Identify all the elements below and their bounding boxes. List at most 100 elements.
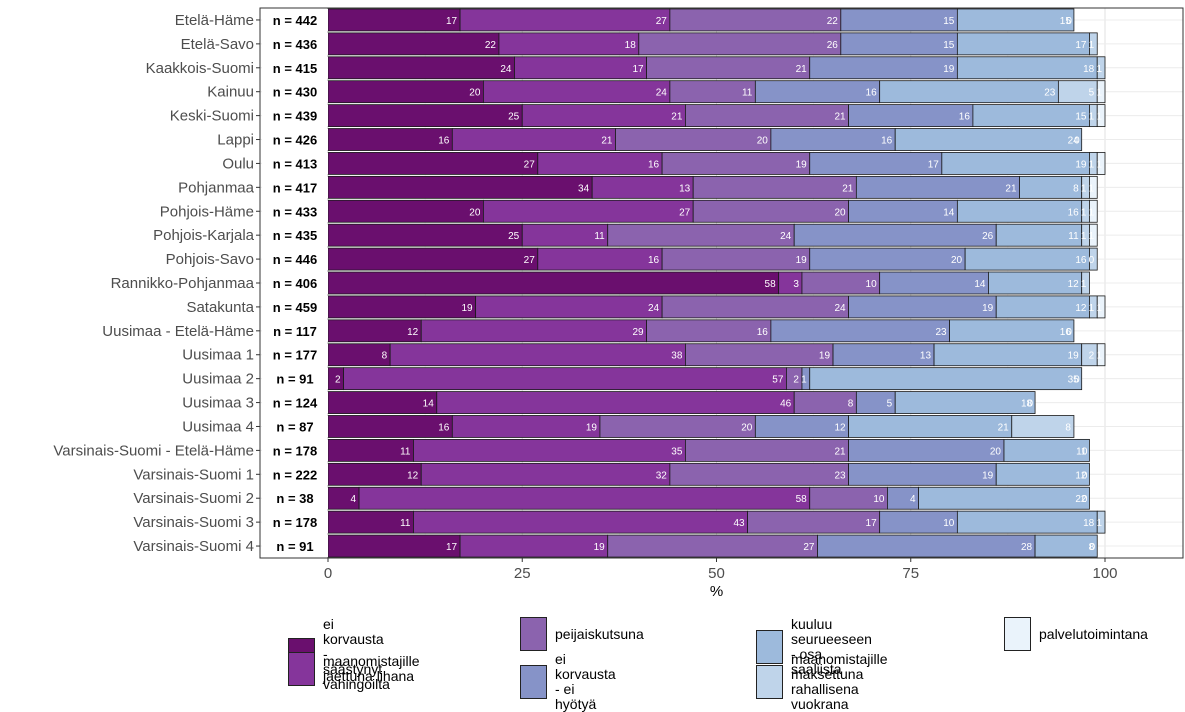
bar-segment xyxy=(1011,415,1075,438)
bar-segment xyxy=(894,391,1036,414)
data-label: 20 xyxy=(469,207,481,218)
n-label-box xyxy=(262,295,328,318)
bar-segment xyxy=(537,152,663,175)
data-label: 1 xyxy=(1089,207,1095,218)
legend-key xyxy=(520,665,547,699)
n-label-box xyxy=(262,463,328,486)
data-label: 1 xyxy=(1096,112,1102,123)
n-label: n = 178 xyxy=(273,515,317,530)
category-label: Uusimaa 2 xyxy=(182,371,254,388)
legend-item: peijaiskutsuna xyxy=(520,617,644,651)
bar-segment xyxy=(413,510,748,534)
bar-segment xyxy=(1003,438,1090,462)
data-label: 1 xyxy=(1096,303,1102,314)
data-label: 0 xyxy=(1082,446,1088,457)
bar-segment xyxy=(537,247,663,271)
data-label: 15 xyxy=(943,40,955,51)
n-label-box xyxy=(262,80,328,103)
data-label: 12 xyxy=(1068,279,1080,290)
category-label: Varsinais-Suomi 4 xyxy=(133,538,254,555)
data-label: 1 xyxy=(1096,159,1102,170)
bar-segment xyxy=(482,80,671,104)
bar-segment xyxy=(1096,152,1106,175)
bar-segment xyxy=(1089,247,1098,271)
bar-segment xyxy=(1089,175,1098,199)
x-tick-label: 75 xyxy=(902,565,919,582)
data-label: 19 xyxy=(796,255,808,266)
data-label: 18 xyxy=(1083,64,1095,75)
bar-segment xyxy=(327,223,523,247)
n-label-box xyxy=(262,56,328,79)
data-label: 21 xyxy=(671,112,683,123)
bar-segment xyxy=(327,271,780,295)
data-label: 8 xyxy=(382,351,388,362)
bar-segment xyxy=(646,319,772,343)
data-label: 17 xyxy=(446,542,458,553)
n-label-box xyxy=(262,343,328,366)
bar-segment xyxy=(327,391,438,414)
legend-key xyxy=(756,665,783,699)
bar-segment xyxy=(591,175,694,199)
n-label-box xyxy=(262,224,328,247)
bar-segment xyxy=(638,32,842,56)
bar-segment xyxy=(327,8,461,32)
category-label: Etelä-Häme xyxy=(175,12,254,29)
data-label: 8 xyxy=(848,399,854,410)
data-label: 15 xyxy=(1075,112,1087,123)
data-label: 21 xyxy=(998,422,1010,433)
data-label: 21 xyxy=(601,136,613,147)
x-tick-label: 100 xyxy=(1092,565,1117,582)
n-label-box xyxy=(262,487,328,510)
bar-segment xyxy=(1096,510,1106,534)
bar-segment xyxy=(848,415,1013,438)
data-label: 17 xyxy=(928,159,940,170)
category-label: Uusimaa 4 xyxy=(182,418,254,435)
bar-segment xyxy=(327,295,477,319)
bar-segment xyxy=(669,8,842,32)
data-label: 19 xyxy=(462,303,474,314)
legend-label: maanomistajille maksettuna rahallisena v… xyxy=(791,651,888,712)
category-label: Kaakkois-Suomi xyxy=(146,60,254,77)
n-label-box xyxy=(262,104,328,127)
data-label: 0 xyxy=(1090,542,1096,553)
data-label: 32 xyxy=(656,470,668,481)
data-label: 20 xyxy=(757,136,769,147)
data-label: 14 xyxy=(423,399,435,410)
data-label: 12 xyxy=(407,470,419,481)
data-label: 21 xyxy=(834,446,846,457)
data-label: 16 xyxy=(438,136,450,147)
bar-segment xyxy=(327,80,484,104)
n-label-box xyxy=(262,439,328,462)
data-label: 16 xyxy=(866,88,878,99)
data-label: 1 xyxy=(1096,351,1102,362)
data-label: 2 xyxy=(335,375,341,386)
bar-segment xyxy=(1096,104,1106,128)
data-label: 1 xyxy=(1089,112,1095,123)
bar-segment xyxy=(599,415,756,438)
data-label: 11 xyxy=(594,231,605,242)
bar-segment xyxy=(964,247,1090,271)
data-label: 19 xyxy=(982,470,994,481)
data-label: 12 xyxy=(1075,303,1087,314)
data-label: 23 xyxy=(834,470,846,481)
n-label-box xyxy=(262,511,328,534)
data-label: 16 xyxy=(959,112,971,123)
bar-segment xyxy=(840,32,958,56)
bar-segment xyxy=(327,534,461,558)
data-label: 1 xyxy=(1089,231,1095,242)
data-label: 29 xyxy=(632,327,644,338)
data-label: 1 xyxy=(1081,231,1087,242)
data-label: 16 xyxy=(1060,327,1072,338)
data-label: 26 xyxy=(827,40,839,51)
bar-segment xyxy=(809,152,943,175)
category-label: Lappi xyxy=(217,132,254,149)
bar-segment xyxy=(817,534,1036,558)
n-label: n = 430 xyxy=(273,85,317,100)
data-label: 0 xyxy=(1082,494,1088,505)
n-label: n = 433 xyxy=(273,204,317,219)
data-label: 27 xyxy=(656,16,668,27)
data-label: 1 xyxy=(1096,64,1102,75)
n-label-box xyxy=(262,535,328,558)
bar-segment xyxy=(855,175,1020,199)
legend-key xyxy=(520,617,547,651)
